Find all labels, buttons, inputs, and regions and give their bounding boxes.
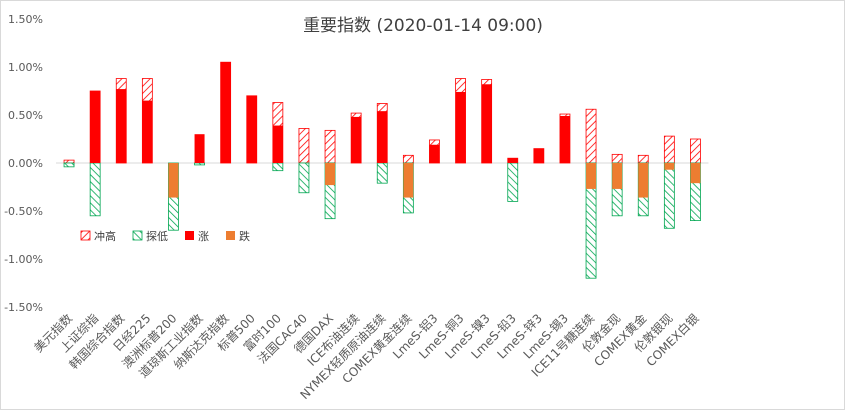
legend-swatch xyxy=(185,231,194,240)
y-tick-label: -0.50% xyxy=(4,205,43,218)
bar-down xyxy=(638,163,649,198)
bar-up xyxy=(377,111,388,163)
bar-low xyxy=(272,162,284,172)
legend: 冲高 探低 涨 跌 xyxy=(80,229,250,243)
bar-up xyxy=(246,95,257,163)
bar-up xyxy=(533,148,544,163)
bars-layer xyxy=(63,61,701,279)
bar-high xyxy=(298,128,310,164)
bar-down xyxy=(612,163,623,189)
bar-low xyxy=(376,162,388,184)
bar-high xyxy=(637,154,649,164)
bar-low xyxy=(194,162,205,166)
chart-title: 重要指数 (2020-01-14 09:00) xyxy=(303,16,543,36)
bar-down xyxy=(168,163,179,198)
y-tick-label: 0.50% xyxy=(8,109,43,122)
bar-down xyxy=(403,163,414,198)
y-tick-label: 0.00% xyxy=(8,157,43,170)
bar-high xyxy=(690,138,701,164)
bar-up xyxy=(481,84,492,163)
legend-swatch xyxy=(80,230,91,241)
bar-low xyxy=(63,162,75,168)
bar-down xyxy=(325,163,336,186)
y-tick-label: 1.00% xyxy=(8,61,43,74)
bar-up xyxy=(455,91,466,163)
bar-up xyxy=(90,91,101,163)
bar-up xyxy=(116,89,127,163)
bar-up xyxy=(194,134,205,163)
bar-low xyxy=(89,162,101,217)
bar-down xyxy=(586,163,597,189)
bar-high xyxy=(324,129,336,164)
bar-high xyxy=(63,159,75,164)
bar-up xyxy=(559,115,570,163)
legend-label: 涨 xyxy=(198,230,209,243)
y-tick-label: 1.50% xyxy=(8,13,43,26)
bar-up xyxy=(142,100,153,163)
y-tick-label: -1.50% xyxy=(4,301,43,314)
legend-label: 探低 xyxy=(146,230,168,243)
bar-high xyxy=(663,135,675,164)
bar-down xyxy=(690,163,701,184)
y-axis: 1.50% 1.00% 0.50% 0.00% -0.50% -1.00% -1.50% xyxy=(4,13,709,314)
y-tick-label: -1.00% xyxy=(4,253,43,266)
bar-up xyxy=(220,62,231,164)
bar-down xyxy=(664,163,675,170)
bar-up xyxy=(507,158,518,163)
bar-high xyxy=(611,153,623,164)
bar-low xyxy=(663,162,675,229)
bar-up xyxy=(429,144,440,163)
bar-low xyxy=(298,162,310,194)
bar-high xyxy=(585,108,597,164)
legend-swatch xyxy=(132,230,143,241)
legend-label: 冲高 xyxy=(94,229,116,243)
bar-high xyxy=(402,154,414,164)
bar-up xyxy=(351,116,362,163)
bar-low xyxy=(507,162,519,202)
legend-swatch xyxy=(226,231,235,240)
bar-up xyxy=(272,125,283,163)
x-axis-labels: 美元指数上证综指韩国综合指数日经225澳洲标普200道琼斯工业指数纳斯达克指数标… xyxy=(31,311,702,403)
legend-label: 跌 xyxy=(239,229,250,243)
